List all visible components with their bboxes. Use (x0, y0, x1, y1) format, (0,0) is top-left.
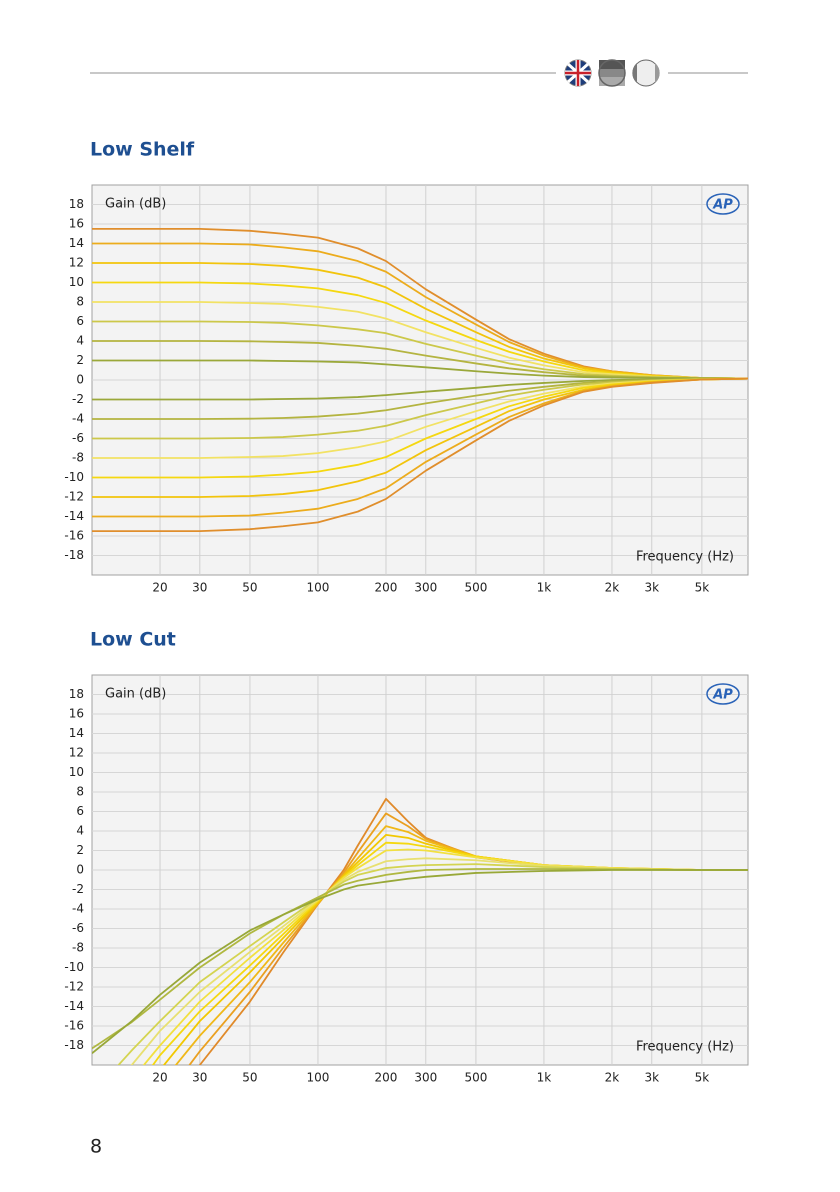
logo: AP (712, 198, 733, 213)
x-tick-label: 3k (644, 1071, 659, 1085)
y-tick-label: -14 (64, 509, 84, 523)
y-tick-label: 4 (76, 824, 84, 838)
chart: Low Cut -18 -16 -14 -12 -10 -8 -6 -4 -2 0 2 4 6 8 10 12 1… (64, 629, 749, 1085)
y-tick-label: -6 (72, 921, 84, 935)
y-tick-label: 8 (76, 785, 84, 799)
x-tick-label: 200 (375, 581, 398, 595)
y-tick-label: 4 (76, 334, 84, 348)
y-tick-label: -4 (72, 902, 84, 916)
y-tick-label: 6 (76, 314, 84, 328)
curves (92, 227, 748, 533)
y-tick-label: -2 (72, 882, 84, 896)
x-tick-label: 50 (242, 1071, 257, 1085)
curve (92, 377, 748, 401)
x-axis-label: Frequency (Hz) (636, 1040, 734, 1055)
y-tick-label: 16 (69, 217, 84, 231)
y-tick-label: -2 (72, 392, 84, 406)
curve (92, 377, 748, 533)
curve (92, 301, 748, 380)
section-title: Low Shelf (90, 139, 195, 161)
y-tick-label: 12 (69, 746, 84, 760)
y-tick-label: 12 (69, 256, 84, 270)
y-tick-label: -10 (64, 960, 84, 974)
y-tick-label: 10 (69, 765, 84, 779)
y-tick-label: 0 (76, 373, 84, 387)
y-tick-label: -16 (64, 1019, 84, 1033)
y-axis-label: Gain (dB) (105, 197, 166, 212)
y-tick-label: -12 (64, 980, 84, 994)
y-tick-label: 8 (76, 295, 84, 309)
x-tick-label: 30 (192, 581, 207, 595)
x-axis-label: Frequency (Hz) (636, 550, 734, 565)
y-tick-label: -8 (72, 941, 84, 955)
x-tick-label: 5k (695, 581, 710, 595)
x-tick-label: 1k (537, 1071, 552, 1085)
x-tick-label: 20 (152, 581, 167, 595)
y-tick-label: 2 (76, 843, 84, 857)
y-tick-label: 16 (69, 707, 84, 721)
x-tick-label: 3k (644, 581, 659, 595)
flag-de[interactable] (598, 59, 626, 87)
y-tick-label: 0 (76, 863, 84, 877)
y-tick-label: 10 (69, 275, 84, 289)
x-tick-label: 2k (605, 581, 620, 595)
curve (92, 359, 748, 380)
y-tick-label: 18 (69, 197, 84, 211)
x-tick-label: 500 (464, 1071, 487, 1085)
y-tick-label: 6 (76, 804, 84, 818)
x-tick-label: 100 (307, 1071, 330, 1085)
y-tick-label: 18 (69, 687, 84, 701)
section-title: Low Cut (90, 629, 176, 651)
x-tick-label: 200 (375, 1071, 398, 1085)
x-tick-label: 500 (464, 581, 487, 595)
y-tick-label: -6 (72, 431, 84, 445)
curve (92, 869, 748, 1054)
logo-badge (706, 683, 740, 705)
page-number: 8 (90, 1136, 102, 1158)
x-tick-label: 100 (307, 581, 330, 595)
curves (92, 797, 748, 1065)
flag-fr[interactable] (632, 59, 660, 87)
x-tick-label: 300 (414, 581, 437, 595)
y-axis-label: Gain (dB) (105, 687, 166, 702)
y-tick-label: 2 (76, 353, 84, 367)
y-tick-label: -4 (72, 412, 84, 426)
x-tick-label: 20 (152, 1071, 167, 1085)
y-tick-label: -18 (64, 1038, 84, 1052)
y-tick-label: -10 (64, 470, 84, 484)
y-tick-label: -14 (64, 999, 84, 1013)
curve (92, 868, 748, 1050)
logo-badge (706, 193, 740, 215)
y-tick-label: -8 (72, 451, 84, 465)
x-tick-label: 300 (414, 1071, 437, 1085)
y-tick-label: 14 (69, 726, 84, 740)
logo: AP (712, 688, 733, 703)
y-tick-label: -16 (64, 529, 84, 543)
y-tick-label: -12 (64, 490, 84, 504)
x-tick-label: 1k (537, 581, 552, 595)
y-tick-label: 14 (69, 236, 84, 250)
y-tick-label: -18 (64, 548, 84, 562)
x-tick-label: 30 (192, 1071, 207, 1085)
x-tick-label: 5k (695, 1071, 710, 1085)
flag-uk[interactable] (564, 59, 592, 87)
x-tick-label: 50 (242, 581, 257, 595)
curve (117, 863, 748, 1065)
x-tick-label: 2k (605, 1071, 620, 1085)
chart: Low Shelf -18 -16 -14 -12 -10 -8 -6 -4 -2 0 2 4 6 8 10 1… (64, 139, 749, 595)
